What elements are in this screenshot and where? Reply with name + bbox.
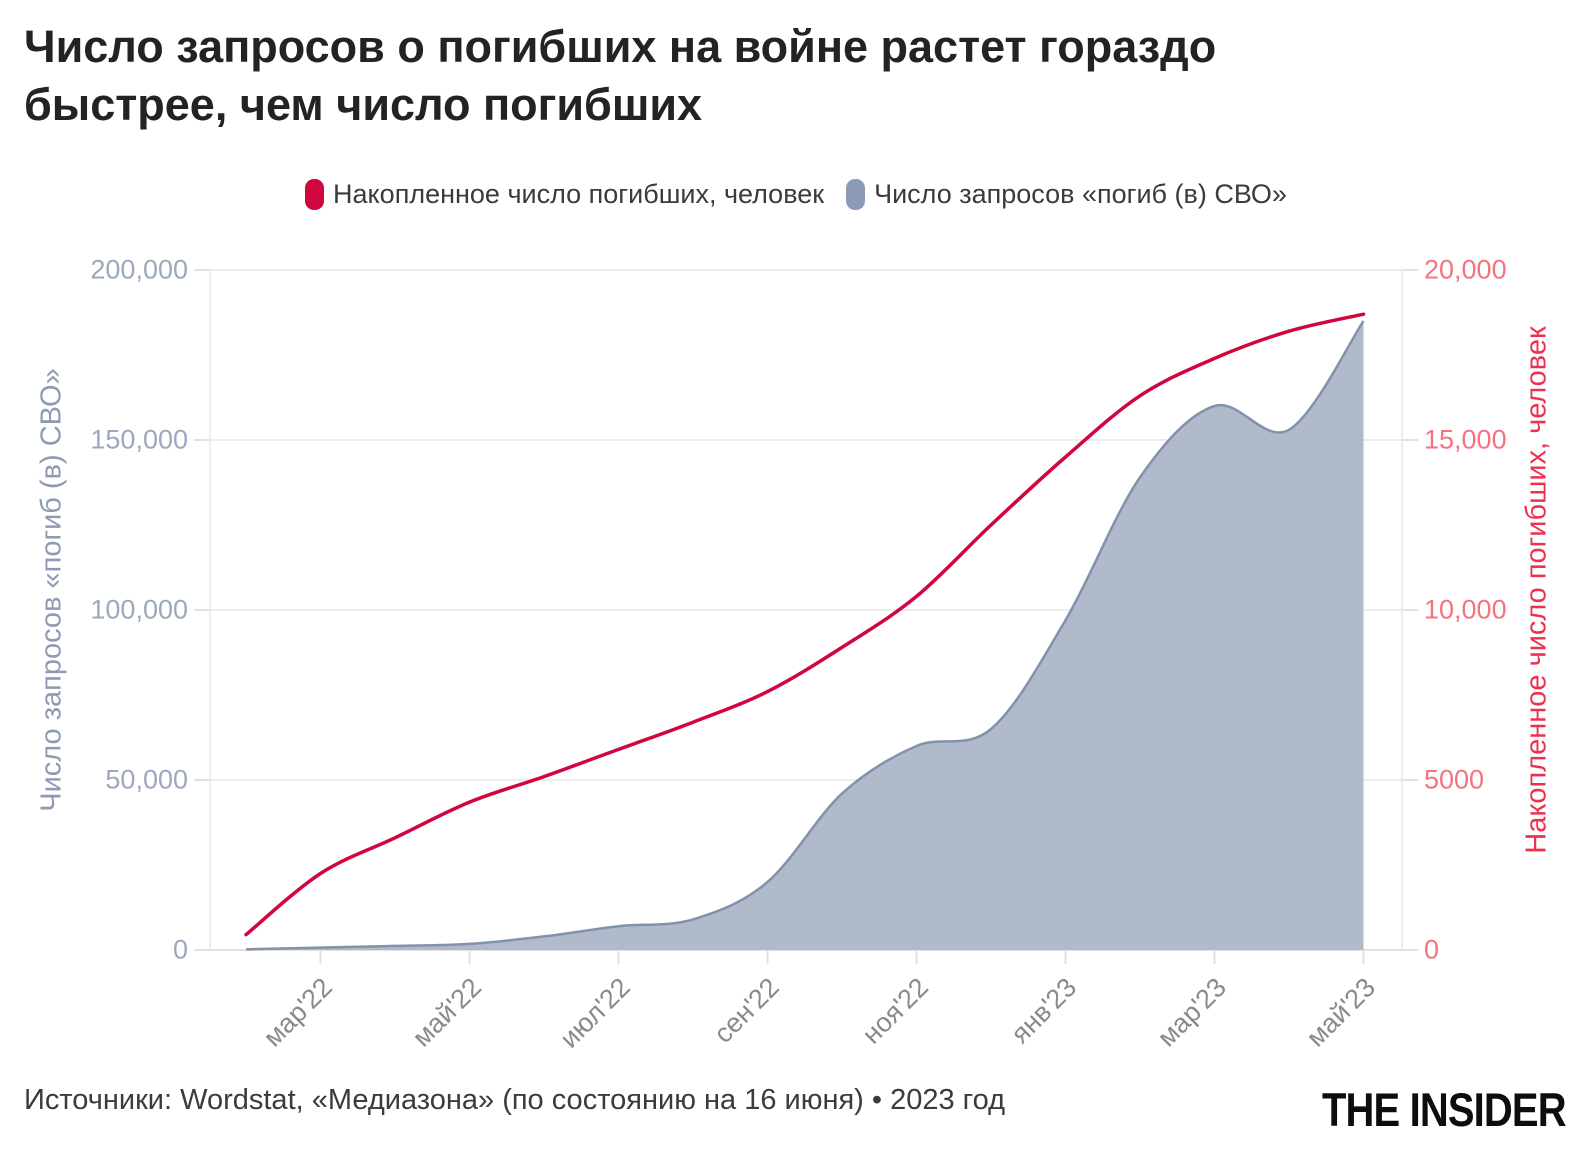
y-axis-left-tick-label: 0: [172, 934, 188, 965]
line-series-deaths: [244, 312, 1366, 937]
y-axis-left-title: Число запросов «погиб (в) СВО»: [35, 368, 68, 812]
legend: Накопленное число погибших, человек Числ…: [0, 179, 1592, 210]
legend-item-deaths: Накопленное число погибших, человек: [305, 179, 824, 210]
the-insider-logo: THE INSIDER: [1322, 1083, 1567, 1136]
y-axis-left-tick-label: 100,000: [90, 594, 188, 625]
area-series-queries: [246, 321, 1364, 950]
y-axis-right-tick-label: 5000: [1424, 764, 1485, 795]
chart-title: Число запросов о погибших на войне расте…: [24, 18, 1216, 133]
y-axis-right-title: Накопленное число погибших, человек: [1520, 326, 1553, 854]
legend-swatch-queries-icon: [846, 179, 866, 210]
legend-swatch-deaths-icon: [305, 179, 325, 210]
y-axis-left-tick-label: 50,000: [105, 764, 188, 795]
y-axis-right-tick-label: 0: [1424, 934, 1440, 965]
y-axis-left-tick-label: 150,000: [90, 424, 188, 455]
legend-label-queries: Число запросов «погиб (в) СВО»: [874, 179, 1287, 209]
legend-label-deaths: Накопленное число погибших, человек: [333, 179, 825, 209]
y-axis-left-tick-label: 200,000: [90, 254, 188, 285]
y-axis-right-tick-label: 20,000: [1424, 254, 1507, 285]
area-series-queries-edge: [245, 320, 1365, 951]
chart-title-line2: быстрее, чем число погибших: [24, 78, 703, 130]
chart-title-line1: Число запросов о погибших на войне расте…: [24, 21, 1217, 72]
y-axis-right-tick-label: 15,000: [1424, 424, 1507, 455]
y-axis-right-tick-label: 10,000: [1424, 594, 1507, 625]
legend-item-queries: Число запросов «погиб (в) СВО»: [846, 179, 1287, 210]
footer-source-text: Источники: Wordstat, «Медиазона» (по сос…: [24, 1084, 1006, 1116]
